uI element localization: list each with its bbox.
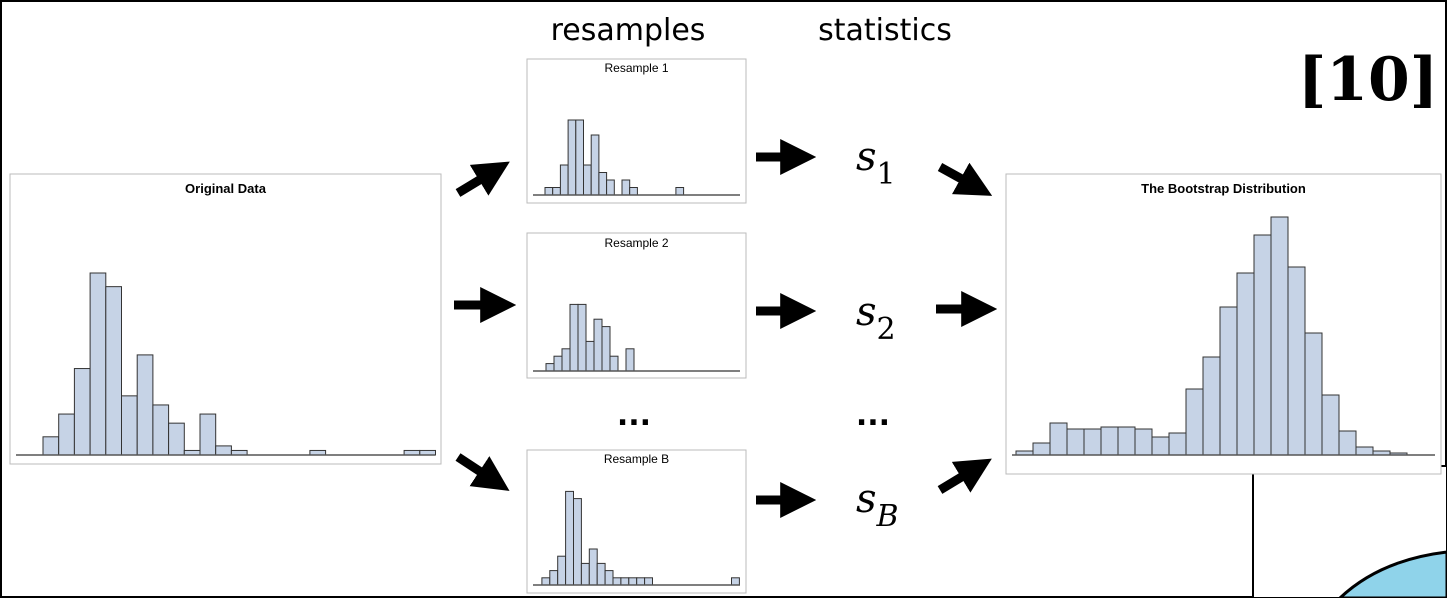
bar [569,303,579,372]
statistic: sB [856,476,899,534]
statistic: s1 [856,134,896,192]
bar [136,354,154,456]
bar [42,436,60,456]
bar [1032,442,1051,456]
bar [544,187,554,196]
statistic-subscript: 1 [877,157,896,192]
bar [1134,428,1153,456]
bar [601,326,611,372]
bar [89,272,107,456]
bar [1083,428,1102,456]
bar [593,318,603,372]
bar [561,348,571,372]
bar [557,555,567,586]
bar [644,577,653,586]
panel-title: Original Data [185,181,267,196]
histogram-panel: Original Data [9,173,442,465]
bar [559,164,569,196]
histogram-panel: The Bootstrap Distribution [1005,173,1442,475]
ellipsis: ... [617,398,651,433]
statistic-subscript: 2 [877,312,896,347]
bar [606,179,615,196]
bar [1219,306,1238,456]
statistic-symbol: s [856,476,877,522]
bar [583,164,592,196]
histogram-panel: Resample B [526,449,747,594]
statistic-subscript: B [876,499,899,534]
bar [1117,426,1136,456]
reference: [10] [1298,45,1438,115]
bar [1253,234,1272,456]
bar [575,119,584,196]
bar [105,286,123,456]
bar [629,187,638,196]
bar [168,422,185,456]
bar [675,187,685,196]
bar [1270,216,1289,456]
bar [612,577,622,586]
statistic-symbol: s [856,289,877,335]
bar [731,577,740,586]
resamples-header: resamples [551,13,706,48]
bar [604,570,614,586]
statistic: s2 [856,289,896,347]
bar [1287,266,1306,456]
bar [73,368,91,456]
bar [1355,446,1374,456]
bar [588,548,598,586]
ellipsis: ... [856,398,890,433]
panel-title: Resample B [604,452,669,466]
bar [1185,388,1204,456]
bar [1202,356,1221,456]
inset [1252,465,1447,598]
bar [121,395,138,456]
bar [580,562,590,586]
histogram-panel: Resample 2 [526,232,747,379]
bar [1066,428,1085,456]
panel-title: Resample 1 [604,61,668,75]
bar [609,355,619,372]
arrows [454,139,998,518]
bar [577,303,587,372]
bar [596,562,606,586]
bar [636,577,646,586]
bar [590,134,600,196]
bar [1168,432,1187,456]
bar [567,119,577,196]
panel-title: Resample 2 [604,236,668,250]
panel-frame [526,58,747,204]
bar [1304,332,1323,456]
bar [1151,436,1170,456]
panel-title: The Bootstrap Distribution [1141,181,1306,196]
bar [541,577,551,586]
bar [1049,422,1068,456]
bar [573,498,582,586]
bar [620,577,630,586]
bar [1236,272,1255,456]
bar [152,404,170,456]
bar [598,172,608,196]
bar [625,348,635,372]
statistics-header: statistics [818,13,952,48]
bar [58,413,75,456]
bar [585,340,595,372]
bar [545,363,555,372]
bar [1321,394,1340,456]
bar [215,445,232,456]
bar [621,179,631,196]
bar [549,570,559,586]
bar [628,577,638,586]
bar [565,490,574,586]
bar [552,187,561,196]
bar [1338,430,1357,456]
statistic-symbol: s [856,134,877,180]
bar [553,355,563,372]
histogram-panel: Resample 1 [526,58,747,204]
bar [1100,426,1119,456]
bar [199,413,217,456]
